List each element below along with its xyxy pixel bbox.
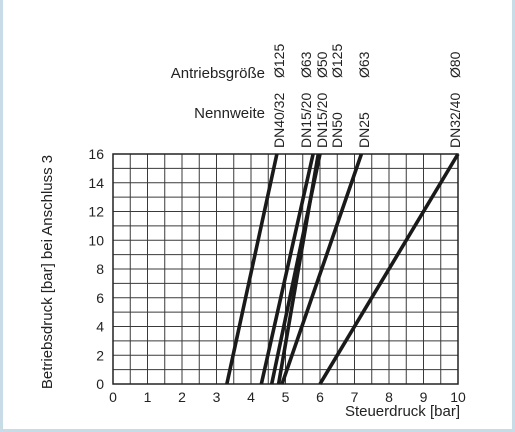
y-tick-label: 4 [96, 319, 104, 335]
series-line [280, 153, 364, 385]
y-tick-label: 2 [96, 347, 104, 363]
plot-area-border [112, 153, 459, 385]
x-tick-label: 3 [213, 389, 221, 405]
series-label-nennweite: DN15/20 [298, 93, 314, 148]
series-labels: DN40/32Ø125DN15/20Ø63DN15/20Ø50DN50Ø125D… [271, 44, 463, 148]
series-label-nennweite: DN50 [329, 112, 345, 148]
x-tick-label: 5 [282, 389, 290, 405]
y-tick-label: 14 [88, 175, 104, 191]
series-label-antrieb: Ø125 [329, 44, 345, 78]
x-tick-label: 10 [450, 389, 466, 405]
series-line [276, 153, 321, 385]
y-tick-label: 0 [96, 376, 104, 392]
x-tick-label: 0 [109, 389, 117, 405]
x-tick-label: 7 [351, 389, 359, 405]
series-label-nennweite: DN32/40 [447, 93, 463, 148]
x-tick-label: 6 [316, 389, 324, 405]
y-tick-label: 16 [88, 146, 104, 162]
header-label-nennweite: Nennweite [194, 105, 265, 122]
x-tick-label: 4 [247, 389, 255, 405]
y-tick-labels: 0 2 4 6 8 10 12 14 16 [88, 146, 104, 392]
y-axis-label: Betriebsdruck [bar] bei Anschluss 3 [39, 155, 56, 389]
frame-border-left [0, 0, 3, 432]
y-tick-label: 12 [88, 204, 104, 220]
series-line [318, 153, 460, 385]
x-tick-label: 2 [178, 389, 186, 405]
x-axis-label: Steuerdruck [bar] [345, 403, 460, 420]
series-lines [225, 153, 460, 385]
y-tick-label: 8 [96, 261, 104, 277]
frame-border-right [512, 0, 515, 432]
series-label-antrieb: Ø50 [314, 51, 330, 78]
x-tick-label: 9 [420, 389, 428, 405]
series-label-nennweite: DN15/20 [314, 93, 330, 148]
series-label-antrieb: Ø125 [271, 44, 287, 78]
series-label-nennweite: DN40/32 [271, 93, 287, 148]
series-label-nennweite: DN25 [356, 112, 372, 148]
frame-border-bottom [0, 429, 515, 432]
header-label-antrieb: Antriebsgröße [171, 65, 265, 82]
series-label-antrieb: Ø63 [298, 51, 314, 78]
y-tick-label: 6 [96, 290, 104, 306]
x-tick-labels: 0 1 2 3 4 5 6 7 8 9 10 [109, 389, 466, 405]
series-label-antrieb: Ø63 [356, 51, 372, 78]
x-tick-label: 8 [385, 389, 393, 405]
y-tick-label: 10 [88, 232, 104, 248]
series-line [259, 153, 315, 385]
plot-border [112, 153, 459, 385]
series-line [225, 153, 279, 385]
x-tick-label: 1 [144, 389, 152, 405]
series-label-antrieb: Ø80 [447, 51, 463, 78]
